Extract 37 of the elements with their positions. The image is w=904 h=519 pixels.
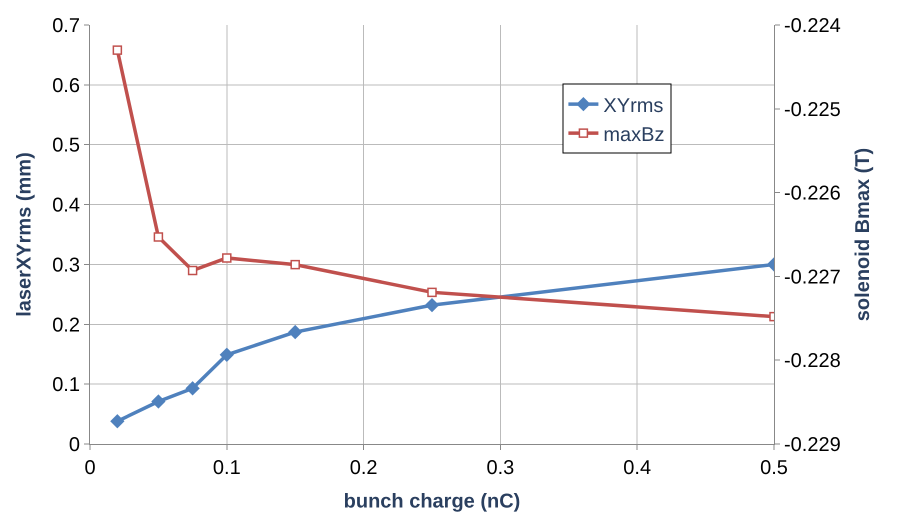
y-tick-label: 0.5 — [52, 134, 80, 157]
legend-label: maxBz — [603, 124, 665, 146]
legend-label: XYrms — [603, 94, 664, 117]
point — [222, 253, 232, 263]
x-tick-label: 0 — [84, 457, 96, 479]
y2-tick-label: -0.226 — [784, 182, 841, 205]
x-tick-label: 0.4 — [623, 457, 652, 479]
y-tick-label: 0.3 — [52, 254, 80, 276]
point — [220, 348, 234, 362]
point — [185, 381, 200, 396]
point — [154, 232, 164, 242]
point — [112, 45, 122, 55]
point — [424, 298, 440, 312]
y-tick-label: 0.6 — [52, 74, 80, 97]
point — [110, 414, 125, 428]
y2-tick-label: -0.228 — [784, 350, 841, 372]
point — [188, 266, 198, 276]
y-tick-label: 0.1 — [52, 374, 80, 396]
y2-axis-title: solenoid Bmax (T) — [852, 148, 874, 322]
y-tick-label: 0.7 — [52, 15, 80, 37]
y-tick-label: 0.2 — [52, 314, 80, 336]
y2-tick-label: -0.225 — [784, 98, 841, 121]
point — [288, 324, 302, 340]
point — [290, 260, 300, 270]
y2-tick-label: -0.224 — [784, 15, 841, 37]
y-tick-label: 0 — [68, 434, 80, 456]
x-tick-label: 0.5 — [760, 457, 788, 479]
y-tick-label: 0.4 — [52, 194, 80, 217]
y2-tick-label: -0.227 — [784, 266, 841, 288]
x-tick-label: 0.1 — [212, 457, 241, 479]
y-axis-title: laserXYrms (mm) — [14, 152, 36, 317]
point — [427, 288, 437, 298]
x-tick-label: 0.2 — [350, 457, 378, 479]
point — [151, 394, 166, 409]
y2-tick-label: -0.229 — [784, 434, 841, 456]
x-axis-title: bunch charge (nC) — [344, 490, 520, 512]
x-tick-label: 0.3 — [486, 457, 514, 479]
